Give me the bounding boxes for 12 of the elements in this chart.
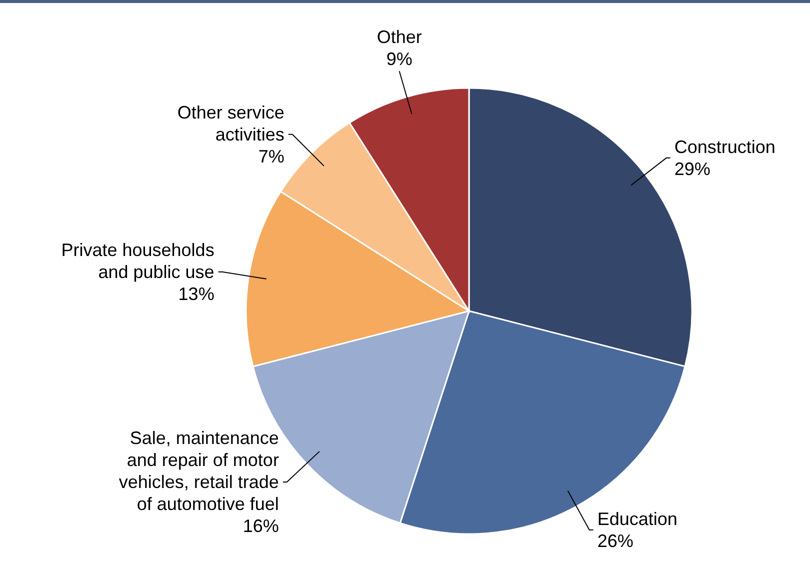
- data-label: 7%: [258, 146, 284, 166]
- slice-label: Construction: [674, 136, 776, 157]
- data-label: 16%: [242, 516, 279, 536]
- slice-label: Other: [376, 27, 422, 48]
- slice-label: Sale, maintenance and repair of motor vehicles, retail trade of automotive fuel: [118, 428, 279, 514]
- slice-label: Other service activities: [177, 102, 284, 144]
- data-label: 13%: [178, 284, 214, 304]
- data-label: 26%: [597, 530, 634, 551]
- slice-label: Private households and public use: [61, 240, 214, 282]
- slice-label: Education: [597, 508, 678, 529]
- data-label: 9%: [386, 49, 412, 70]
- data-label: 29%: [674, 158, 710, 179]
